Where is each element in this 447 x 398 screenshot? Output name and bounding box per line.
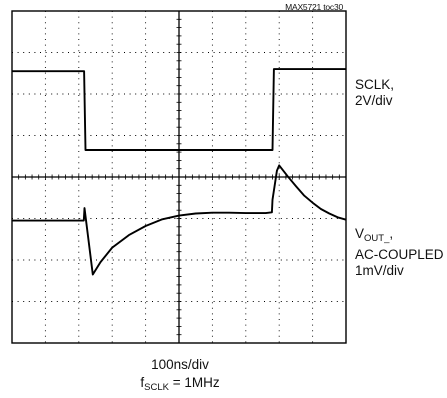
trace-vout xyxy=(12,164,347,276)
grid xyxy=(12,11,346,343)
vout-coupling: AC-COUPLED xyxy=(355,247,444,262)
timebase-label: 100ns/div xyxy=(151,357,209,372)
vout-scale: 1mV/div xyxy=(355,263,404,278)
traces xyxy=(12,68,347,276)
vout-label-line1: VOUT_, xyxy=(355,226,444,247)
vout-label: VOUT_, AC-COUPLED 1mV/div xyxy=(355,226,444,279)
sclk-label-line1: SCLK, xyxy=(355,77,395,92)
plot-frame xyxy=(11,10,347,344)
freq-prefix: f xyxy=(140,375,145,390)
sclk-scale: 2V/div xyxy=(355,93,393,108)
vout-comma: , xyxy=(389,226,394,241)
freq-value: = 1MHz xyxy=(168,375,220,390)
vout-name: V xyxy=(355,226,365,241)
sclk-label: SCLK, 2V/div xyxy=(355,77,394,109)
vout-subscript: OUT_ xyxy=(364,233,390,244)
trace-sclk xyxy=(12,68,346,151)
freq-subscript: SCLK xyxy=(144,382,169,393)
figure-id: MAX5721 toc30 xyxy=(285,2,343,12)
frequency-label: fSCLK = 1MHz xyxy=(0,374,360,396)
